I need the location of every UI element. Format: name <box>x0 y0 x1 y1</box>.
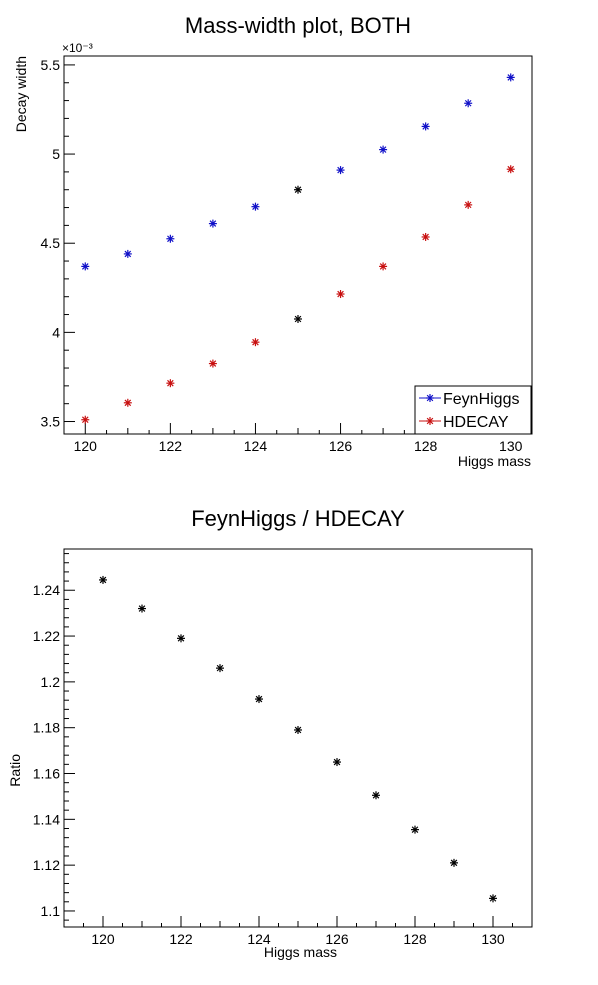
x-axis-label: Higgs mass <box>264 944 337 960</box>
data-point <box>177 634 185 643</box>
x-tick-label: 126 <box>329 438 353 454</box>
legend-marker <box>426 394 434 402</box>
data-point <box>216 664 224 673</box>
data-point <box>99 575 107 584</box>
x-tick-label: 122 <box>169 931 193 947</box>
x-tick-label: 130 <box>499 438 523 454</box>
data-point <box>208 359 217 368</box>
legend-entry-feynhiggs: FeynHiggs <box>443 391 519 408</box>
y-ticks: 1.1 1.12 1.14 1.16 1.18 1.2 1.22 1.24 <box>33 553 75 921</box>
y-tick-label: 5 <box>52 146 60 162</box>
y-tick-label: 1.18 <box>33 720 60 736</box>
data-point <box>255 695 263 704</box>
y-tick-label: 1.22 <box>33 628 60 644</box>
data-point <box>450 858 458 867</box>
x-tick-label: 130 <box>481 931 505 947</box>
data-point <box>251 338 260 347</box>
y-tick-label: 1.1 <box>41 903 61 919</box>
y-ticks: 3.5 4 4.5 5 5.5 <box>41 57 75 430</box>
legend-marks <box>419 394 441 425</box>
data-point <box>336 166 345 175</box>
plot-frame <box>63 548 533 928</box>
x-tick-label: 120 <box>74 438 98 454</box>
ratio-chart: FeynHiggs / HDECAY 120 122 124 126 128 130 1.… <box>7 506 533 960</box>
x-tick-label: 124 <box>247 931 271 947</box>
data-point <box>372 791 380 800</box>
data-point <box>379 145 388 154</box>
x-ticks: 120 122 124 126 128 130 <box>63 423 533 454</box>
data-point <box>333 758 341 767</box>
y-axis-label: Ratio <box>7 754 23 787</box>
data-point <box>251 202 260 211</box>
data-point <box>294 185 302 194</box>
x-tick-label: 128 <box>414 438 438 454</box>
y-exponent-label: ×10⁻³ <box>62 41 93 55</box>
x-tick-label: 124 <box>244 438 268 454</box>
data-point <box>379 262 388 271</box>
data-point <box>166 234 175 243</box>
data-point <box>506 165 515 174</box>
data-point <box>123 398 132 407</box>
data-points <box>99 575 497 903</box>
legend-marker <box>426 417 434 425</box>
legend: FeynHiggs HDECAY <box>414 385 532 435</box>
data-point <box>208 219 217 228</box>
y-tick-label: 1.16 <box>33 766 60 782</box>
data-point <box>138 604 146 613</box>
y-tick-label: 4.5 <box>41 235 61 251</box>
plot-frame <box>63 55 533 435</box>
data-point <box>294 725 302 734</box>
x-tick-label: 126 <box>325 931 349 947</box>
legend-entry-hdecay: HDECAY <box>443 414 509 431</box>
data-point <box>336 290 345 299</box>
data-point <box>166 379 175 388</box>
data-point <box>123 249 132 258</box>
data-point <box>81 415 90 424</box>
mass-width-chart: Mass-width plot, BOTH ×10⁻³ 120 122 124 126… <box>13 13 533 469</box>
chart-title: Mass-width plot, BOTH <box>185 13 411 38</box>
y-tick-label: 5.5 <box>41 57 61 73</box>
x-ticks: 120 122 124 126 128 130 <box>63 916 533 947</box>
y-tick-label: 1.2 <box>41 674 61 690</box>
y-tick-label: 1.24 <box>33 582 60 598</box>
y-tick-label: 3.5 <box>41 414 61 430</box>
data-point <box>411 825 419 834</box>
data-point <box>506 73 515 82</box>
x-tick-label: 122 <box>159 438 183 454</box>
data-point <box>421 122 430 131</box>
y-tick-label: 1.12 <box>33 857 60 873</box>
y-tick-label: 1.14 <box>33 811 60 827</box>
y-axis-label: Decay width <box>13 56 29 132</box>
data-point <box>81 262 90 271</box>
y-tick-label: 4 <box>52 324 60 340</box>
data-point <box>464 200 473 209</box>
x-axis-label: Higgs mass <box>458 453 531 469</box>
chart-title: FeynHiggs / HDECAY <box>191 506 405 531</box>
x-tick-label: 128 <box>403 931 427 947</box>
x-tick-label: 120 <box>91 931 115 947</box>
data-point <box>489 894 497 903</box>
data-points <box>81 73 515 424</box>
data-point <box>294 314 302 323</box>
data-point <box>421 232 430 241</box>
legend-box <box>414 385 532 435</box>
data-point <box>464 99 473 108</box>
